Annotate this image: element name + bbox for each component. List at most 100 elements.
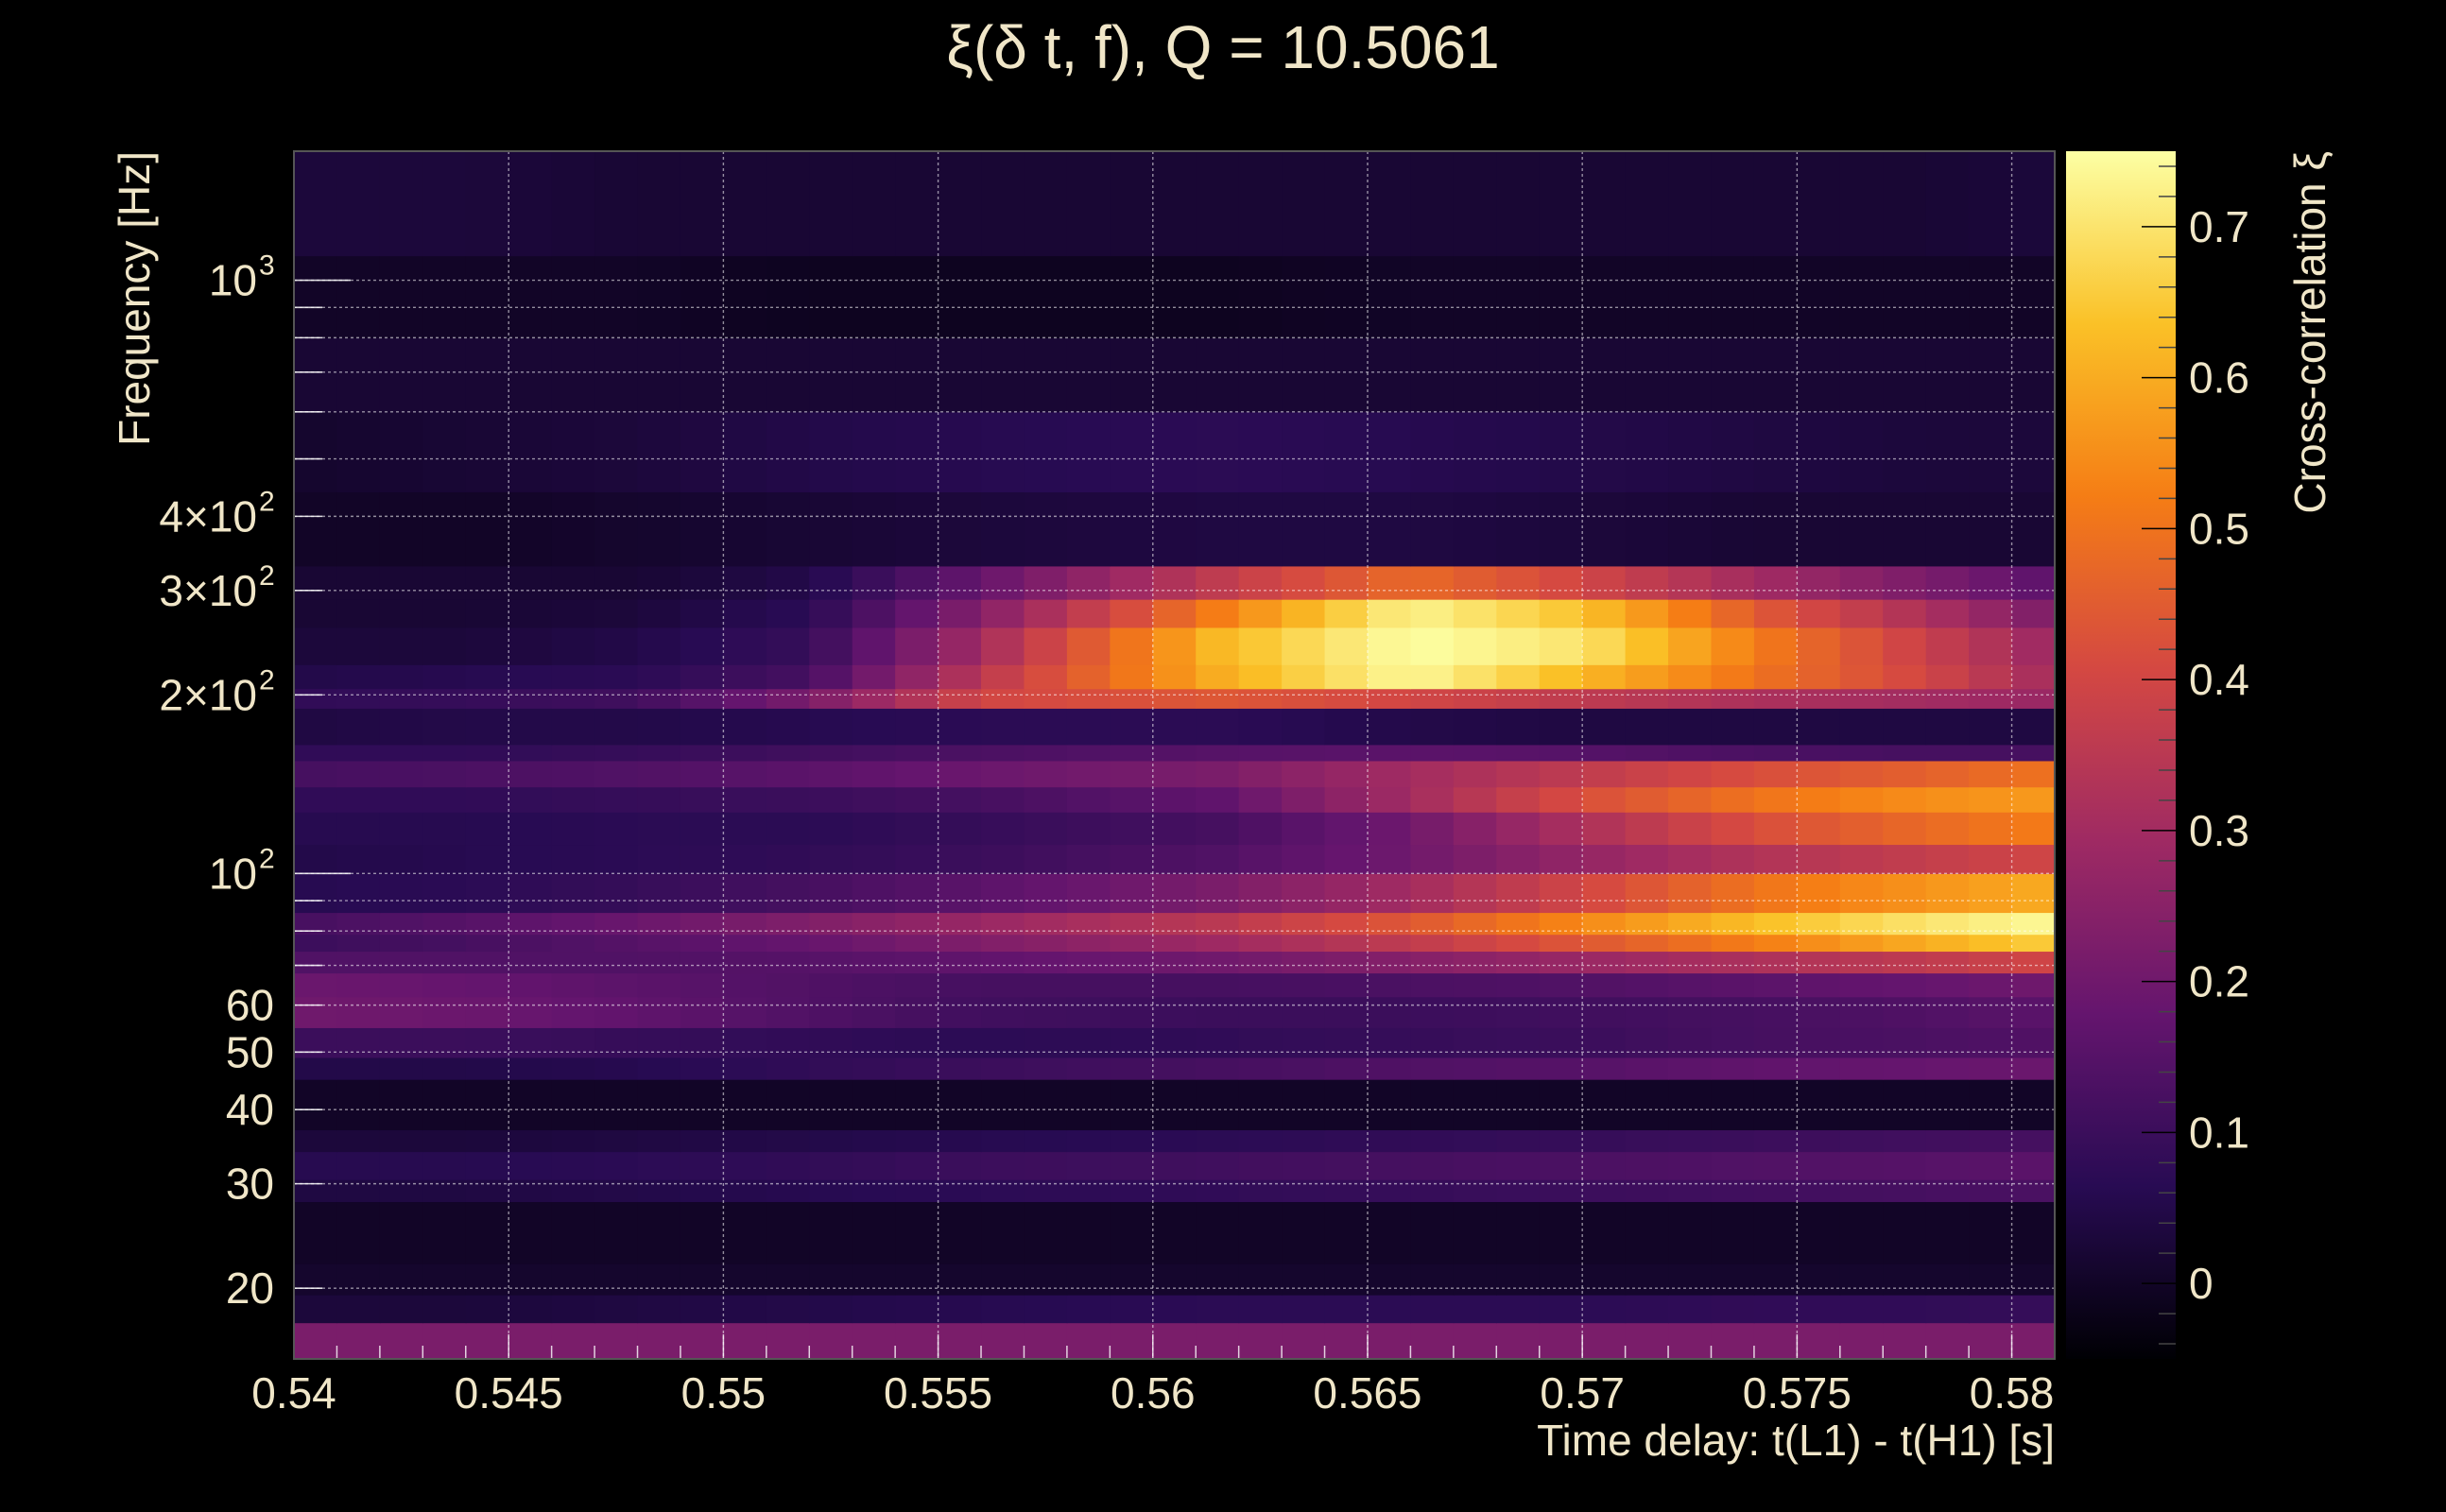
heatmap-cell [895,1295,939,1324]
heatmap-cell [981,1322,1025,1360]
grid-lines [293,151,2055,1359]
heatmap-cell [938,1322,982,1360]
heatmap-cell [895,873,939,914]
heatmap-cell [1152,1027,1197,1058]
heatmap-cell [465,951,509,974]
heatmap-cell [1539,255,1583,338]
heatmap-cell [723,1057,767,1080]
heatmap-cell [895,255,939,338]
heatmap-cell [336,708,381,746]
heatmap-cell [809,744,853,762]
heatmap-cell [1839,337,1884,413]
heatmap-cell [1668,951,1713,974]
heatmap-cell [1152,599,1197,628]
heatmap-cell [1196,744,1240,762]
heatmap-cell [1367,951,1412,974]
heatmap-cell [1925,151,1970,257]
heatmap-cell [1925,996,1970,1028]
heatmap-cell [895,744,939,762]
heatmap-cell [1066,255,1111,338]
heatmap-cell [766,972,810,998]
heatmap-cell [1797,996,1841,1028]
y-tick-label: 10 [209,256,257,305]
heatmap-cell [1883,844,1927,874]
heatmap-cell [680,688,724,709]
heatmap-cell [680,411,724,492]
heatmap-cell [1152,934,1197,953]
heatmap-cell [1925,491,1970,567]
heatmap-cell [1453,491,1497,567]
heatmap-cell [294,951,338,974]
heatmap-cell [1582,873,1627,914]
heatmap-cell [1410,934,1455,953]
heatmap-cell [1196,844,1240,874]
heatmap-cell [1969,912,2013,936]
heatmap-cell [1324,812,1369,846]
heatmap-cell [1797,760,1841,788]
heatmap-cell [981,1151,1025,1180]
heatmap-cell [1625,688,1669,709]
heatmap-cell [938,744,982,762]
heatmap-cell [1024,1027,1068,1058]
heatmap-cell [1753,599,1798,628]
heatmap-cell [1582,912,1627,936]
heatmap-cell [1925,1129,1970,1153]
heatmap-cell [1066,411,1111,492]
heatmap-cell [766,337,810,413]
heatmap-cell [1753,708,1798,746]
heatmap-cell [1753,744,1798,762]
heatmap-cell [981,951,1025,974]
heatmap-cell [336,337,381,413]
heatmap-cell [1711,812,1755,846]
heatmap-cell [1282,912,1326,936]
heatmap-cell [637,337,681,413]
heatmap-cell [1925,873,1970,914]
heatmap-cell [551,255,595,338]
heatmap-cell [594,760,639,788]
x-tick-label: 0.56 [1111,1368,1196,1418]
heatmap-cell [1969,337,2013,413]
heatmap-cell [1797,812,1841,846]
heatmap-cell [1711,873,1755,914]
heatmap-cell [1753,972,1798,998]
heatmap-cell [680,1027,724,1058]
heatmap-cell [1883,337,1927,413]
heatmap-cell [294,760,338,788]
heatmap-cell [508,1179,553,1203]
heatmap-cell [1969,972,2013,998]
heatmap-cell [379,951,423,974]
heatmap-cell [1668,151,1713,257]
heatmap-cell [465,934,509,953]
heatmap-cell [1625,812,1669,846]
heatmap-cell [723,337,767,413]
heatmap-cell [1024,996,1068,1028]
heatmap-cell [1152,708,1197,746]
colorbar-tick-label: 0.1 [2189,1108,2249,1157]
heatmap-cell [1024,151,1068,257]
heatmap-cell [723,664,767,690]
heatmap-cell [1668,565,1713,600]
heatmap-cell [508,951,553,974]
heatmap-cell [2011,151,2056,257]
y-tick-label: 2×10 [159,670,257,719]
heatmap-cell [1238,873,1283,914]
heatmap-cell [723,688,767,709]
heatmap-cell [852,812,896,846]
heatmap-cell [336,786,381,813]
heatmap-cell [1367,1151,1412,1180]
heatmap-cell [2011,491,2056,567]
heatmap-cell [1367,996,1412,1028]
heatmap-cell [422,627,467,665]
heatmap-cell [680,337,724,413]
heatmap-cell [1539,912,1583,936]
heatmap-cell [1625,411,1669,492]
heatmap-cell [1453,664,1497,690]
heatmap-cell [508,996,553,1028]
heatmap-cell [1711,565,1755,600]
heatmap-cell [723,411,767,492]
heatmap-cell [294,873,338,914]
heatmap-cell [1839,1129,1884,1153]
heatmap-cell [1024,1079,1068,1131]
heatmap-cell [422,1322,467,1360]
heatmap-cell [594,599,639,628]
